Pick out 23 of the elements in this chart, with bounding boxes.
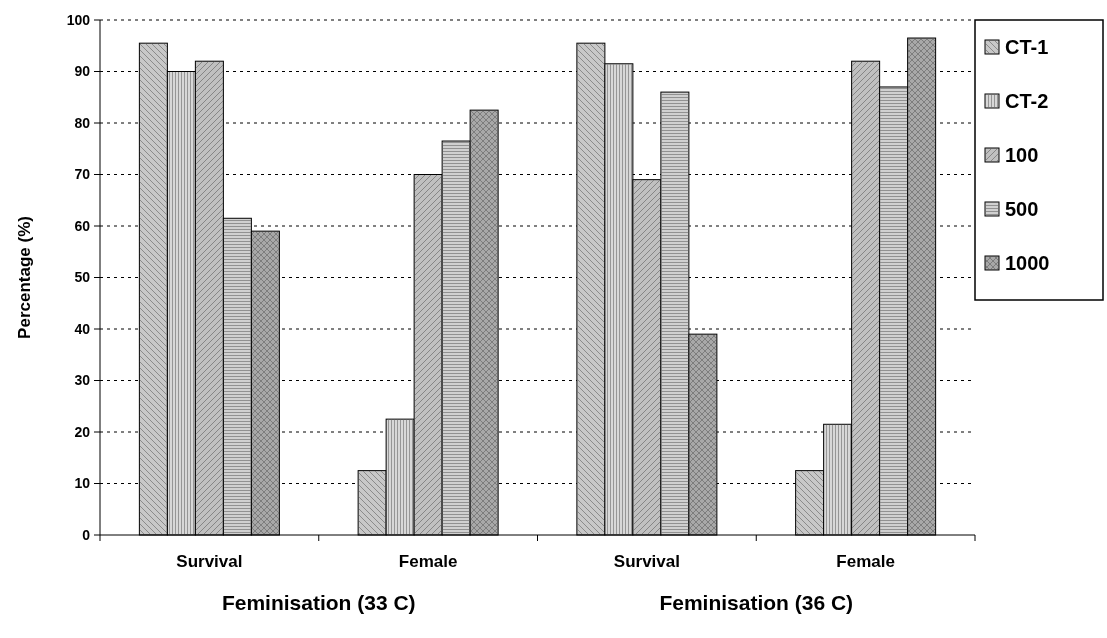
- y-tick-label: 90: [74, 63, 91, 80]
- text: Feminisation (33 C): [221, 591, 416, 614]
- legend-label: 1000: [1005, 252, 1050, 274]
- y-tick-label: 30: [74, 372, 91, 389]
- y-tick-label: 50: [74, 269, 91, 286]
- x-tick-label: Female: [836, 552, 895, 571]
- x-tick-label: Survival: [176, 552, 243, 571]
- y-tick-label: 80: [74, 114, 91, 131]
- legend-label: CT-2: [1005, 90, 1049, 112]
- y-axis-title: Percentage (%): [15, 216, 34, 339]
- legend-label: 100: [1005, 144, 1039, 166]
- y-tick-label: 60: [74, 217, 91, 234]
- text: Feminisation (36 C): [659, 591, 854, 614]
- y-tick-label: 70: [74, 166, 91, 183]
- y-tick-label: 0: [82, 526, 91, 543]
- legend-label: CT-1: [1005, 36, 1049, 58]
- x-tick-label: Female: [398, 552, 458, 571]
- y-tick-label: 100: [66, 11, 91, 28]
- y-tick-label: 20: [74, 423, 91, 440]
- y-tick-label: 10: [74, 475, 91, 492]
- x-tick-label: Survival: [613, 552, 680, 571]
- legend-label: 500: [1005, 198, 1039, 220]
- y-tick-label: 40: [74, 320, 91, 337]
